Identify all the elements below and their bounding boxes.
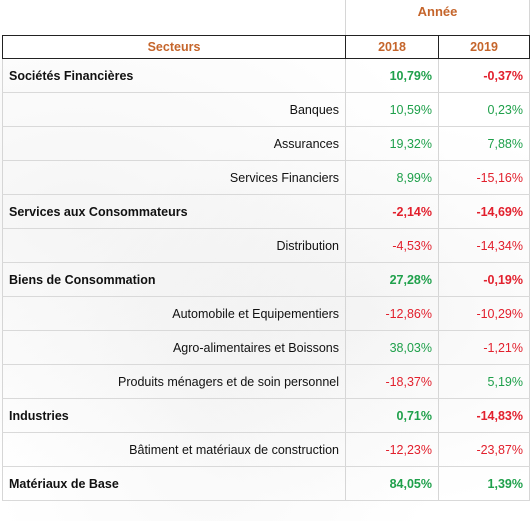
value-2018: -2,14% <box>345 194 439 229</box>
value-2018: 0,71% <box>345 398 439 433</box>
table-row: Services aux Consommateurs -2,14% -14,69% <box>2 194 530 229</box>
value-2019: 1,39% <box>438 466 530 501</box>
sector-label: Matériaux de Base <box>2 466 346 501</box>
table-row: Matériaux de Base 84,05% 1,39% <box>2 466 530 501</box>
value-2019: -14,34% <box>438 228 530 263</box>
column-header-2018: 2018 <box>345 35 439 59</box>
value-2018: -18,37% <box>345 364 439 399</box>
value-2019: -1,21% <box>438 330 530 365</box>
value-2018: 84,05% <box>345 466 439 501</box>
value-2018: 8,99% <box>345 160 439 195</box>
value-2018: 27,28% <box>345 262 439 297</box>
column-header-sectors: Secteurs <box>2 35 346 59</box>
year-group-header: Année <box>345 0 530 35</box>
value-2019: -14,69% <box>438 194 530 229</box>
value-2019: -15,16% <box>438 160 530 195</box>
sector-label: Industries <box>2 398 346 433</box>
table-row: Banques 10,59% 0,23% <box>2 92 530 127</box>
sector-label: Produits ménagers et de soin personnel <box>2 364 346 399</box>
table-row: Agro-alimentaires et Boissons 38,03% -1,21… <box>2 330 530 365</box>
value-2018: 10,79% <box>345 58 439 93</box>
sector-label: Automobile et Equipementiers <box>2 296 346 331</box>
value-2019: -23,87% <box>438 432 530 467</box>
value-2019: 5,19% <box>438 364 530 399</box>
value-2019: 0,23% <box>438 92 530 127</box>
table-row: Biens de Consommation 27,28% -0,19% <box>2 262 530 297</box>
sector-label: Services aux Consommateurs <box>2 194 346 229</box>
value-2019: 7,88% <box>438 126 530 161</box>
value-2018: -12,86% <box>345 296 439 331</box>
sector-label: Distribution <box>2 228 346 263</box>
column-header-2019: 2019 <box>438 35 530 59</box>
value-2018: -12,23% <box>345 432 439 467</box>
sector-label: Biens de Consommation <box>2 262 346 297</box>
sector-label: Banques <box>2 92 346 127</box>
value-2019: -0,37% <box>438 58 530 93</box>
table-row: Distribution -4,53% -14,34% <box>2 228 530 263</box>
table-row: Automobile et Equipementiers -12,86% -10,2… <box>2 296 530 331</box>
value-2019: -10,29% <box>438 296 530 331</box>
table-row: Bâtiment et matériaux de construction -12… <box>2 432 530 467</box>
value-2018: -4,53% <box>345 228 439 263</box>
value-2019: -0,19% <box>438 262 530 297</box>
table-row: Industries 0,71% -14,83% <box>2 398 530 433</box>
value-2018: 19,32% <box>345 126 439 161</box>
table-header-row: Secteurs 2018 2019 <box>2 35 530 59</box>
sector-label: Sociétés Financières <box>2 58 346 93</box>
sector-label: Agro-alimentaires et Boissons <box>2 330 346 365</box>
sector-label: Bâtiment et matériaux de construction <box>2 432 346 467</box>
table-row: Assurances 19,32% 7,88% <box>2 126 530 161</box>
sector-performance-table: Secteurs 2018 2019 Sociétés Financières 1… <box>2 35 530 501</box>
sector-label: Assurances <box>2 126 346 161</box>
value-2018: 38,03% <box>345 330 439 365</box>
table-row: Sociétés Financières 10,79% -0,37% <box>2 58 530 93</box>
value-2018: 10,59% <box>345 92 439 127</box>
sector-label: Services Financiers <box>2 160 346 195</box>
value-2019: -14,83% <box>438 398 530 433</box>
table-row: Produits ménagers et de soin personnel -1… <box>2 364 530 399</box>
table-row: Services Financiers 8,99% -15,16% <box>2 160 530 195</box>
